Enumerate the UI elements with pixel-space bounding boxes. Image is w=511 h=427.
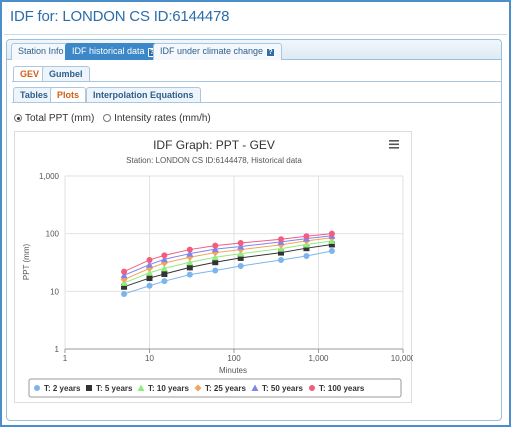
data-point: [120, 271, 128, 279]
data-point: [303, 245, 310, 252]
y-tick-label: 100: [46, 230, 60, 239]
data-point: [303, 252, 310, 259]
legend-label: T: 5 years: [96, 384, 133, 393]
data-point: [211, 253, 219, 261]
x-tick-label: 100: [227, 354, 241, 363]
data-point: [186, 264, 193, 271]
data-point: [161, 278, 168, 285]
data-point: [278, 236, 285, 243]
data-point: [211, 249, 219, 257]
data-point: [277, 245, 285, 252]
data-point: [146, 275, 153, 282]
tab-idf-historical-data[interactable]: IDF historical data?: [65, 43, 164, 60]
data-point: [146, 261, 153, 268]
data-point: [328, 230, 335, 237]
legend-box: [28, 378, 402, 398]
data-point: [212, 242, 219, 249]
tab-label: IDF under climate change: [160, 46, 264, 56]
chart-subtitle: Station: LONDON CS ID:6144478, Historica…: [126, 156, 302, 165]
tab-plots[interactable]: Plots: [50, 87, 87, 103]
legend-label: T: 2 years: [44, 384, 81, 393]
legend-marker: [309, 385, 315, 391]
data-point: [186, 271, 193, 278]
data-point: [186, 250, 194, 257]
idf-chart: IDF Graph: PPT - GEV Station: LONDON CS …: [14, 131, 416, 403]
y-tick-label: 1: [55, 345, 60, 354]
data-point: [212, 259, 219, 266]
data-point: [237, 254, 244, 261]
x-axis-label: Minutes: [219, 366, 247, 375]
data-point: [161, 252, 168, 259]
radio-label: Intensity rates (mm/h): [114, 113, 211, 124]
data-point: [237, 262, 244, 269]
tab-label: IDF historical data: [72, 46, 145, 56]
x-tick-label: 1: [63, 354, 68, 363]
data-point: [146, 256, 153, 263]
data-point: [212, 267, 219, 274]
data-point: [211, 245, 219, 253]
data-point: [160, 259, 168, 267]
title-divider: [4, 34, 507, 35]
data-point: [146, 282, 153, 289]
legend-marker: [194, 384, 202, 392]
radio-checked-icon[interactable]: [14, 114, 22, 122]
view-tabs-divider: [12, 102, 502, 103]
legend-marker: [137, 384, 145, 391]
y-axis-label: PPT (mm): [22, 244, 31, 281]
series-line: [123, 250, 332, 295]
x-tick-label: 1,000: [308, 354, 329, 363]
data-point: [303, 233, 310, 240]
page-title: IDF for: LONDON CS ID:6144478: [10, 8, 230, 25]
legend-label: T: 50 years: [262, 384, 303, 393]
x-tick-label: 10: [145, 354, 154, 363]
chart-title: IDF Graph: PPT - GEV: [153, 138, 275, 152]
legend-marker: [251, 384, 259, 391]
data-point: [237, 242, 245, 250]
radio-intensity-rates[interactable]: Intensity rates (mm/h): [103, 113, 211, 124]
x-tick-label: 10,000: [391, 354, 413, 363]
data-point: [146, 264, 153, 272]
main-tab-bar: Station Info IDF historical data? IDF un…: [7, 40, 501, 60]
idf-chart-svg: IDF Graph: PPT - GEV Station: LONDON CS …: [22, 138, 416, 398]
data-point: [161, 270, 168, 277]
tab-tables[interactable]: Tables: [13, 87, 55, 103]
data-point: [278, 249, 285, 256]
chart-grid: [64, 175, 404, 350]
tab-interpolation-equations[interactable]: Interpolation Equations: [86, 87, 201, 103]
help-icon[interactable]: ?: [266, 48, 276, 57]
chart-legend: T: 2 years T: 5 years T: 10 years T: 25 yea…: [28, 378, 402, 398]
data-point: [237, 239, 244, 246]
data-point: [186, 246, 193, 253]
data-point: [121, 283, 128, 290]
data-point: [237, 250, 245, 257]
data-point: [160, 255, 168, 263]
y-tick-label: 10: [50, 287, 59, 296]
chart-axes: 1 10 100 1,000 1 10 100 1,000 10,000: [39, 172, 416, 363]
data-point: [328, 241, 335, 248]
legend-label: T: 100 years: [319, 384, 365, 393]
radio-unchecked-icon[interactable]: [103, 114, 112, 122]
tab-idf-climate-change[interactable]: IDF under climate change?: [153, 43, 283, 60]
chart-series: [120, 230, 336, 297]
measure-radio-group: Total PPT (mm) Intensity rates (mm/h): [14, 113, 211, 124]
tab-station-info[interactable]: Station Info: [11, 43, 71, 60]
data-point: [121, 268, 128, 275]
data-point: [328, 248, 335, 255]
legend-marker: [34, 385, 40, 391]
legend-label: T: 25 years: [205, 384, 246, 393]
method-tabs-divider: [12, 81, 502, 82]
data-point: [146, 269, 153, 276]
data-point: [186, 258, 194, 266]
tab-label: Station Info: [18, 46, 64, 56]
menu-icon[interactable]: [389, 140, 399, 149]
data-point: [121, 290, 128, 297]
legend-label: T: 10 years: [148, 384, 189, 393]
radio-total-ppt[interactable]: Total PPT (mm): [14, 113, 94, 124]
y-tick-label: 1,000: [39, 172, 60, 181]
legend-marker: [86, 385, 92, 391]
radio-label: Total PPT (mm): [25, 113, 95, 124]
data-point: [160, 264, 168, 272]
tab-gumbel[interactable]: Gumbel: [42, 66, 90, 82]
data-point: [278, 256, 285, 263]
